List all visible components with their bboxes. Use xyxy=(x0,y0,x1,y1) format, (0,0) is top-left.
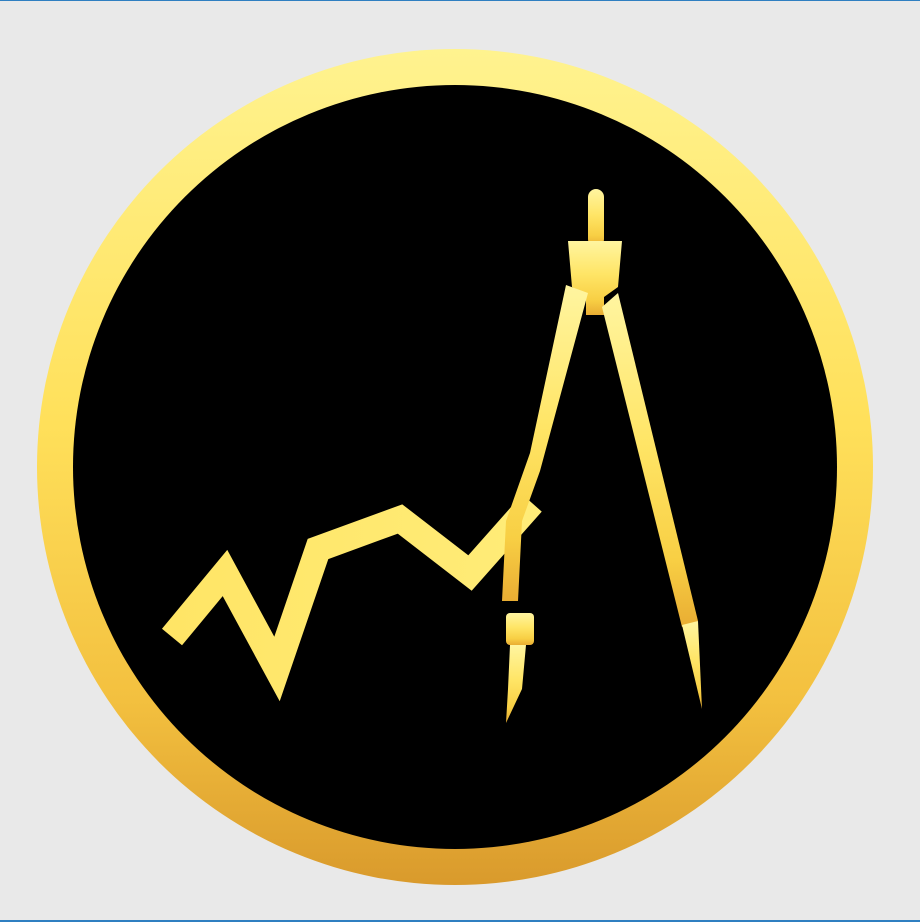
black-disc xyxy=(73,85,837,849)
compass-icon xyxy=(502,189,702,723)
chart-line-icon xyxy=(161,494,542,702)
